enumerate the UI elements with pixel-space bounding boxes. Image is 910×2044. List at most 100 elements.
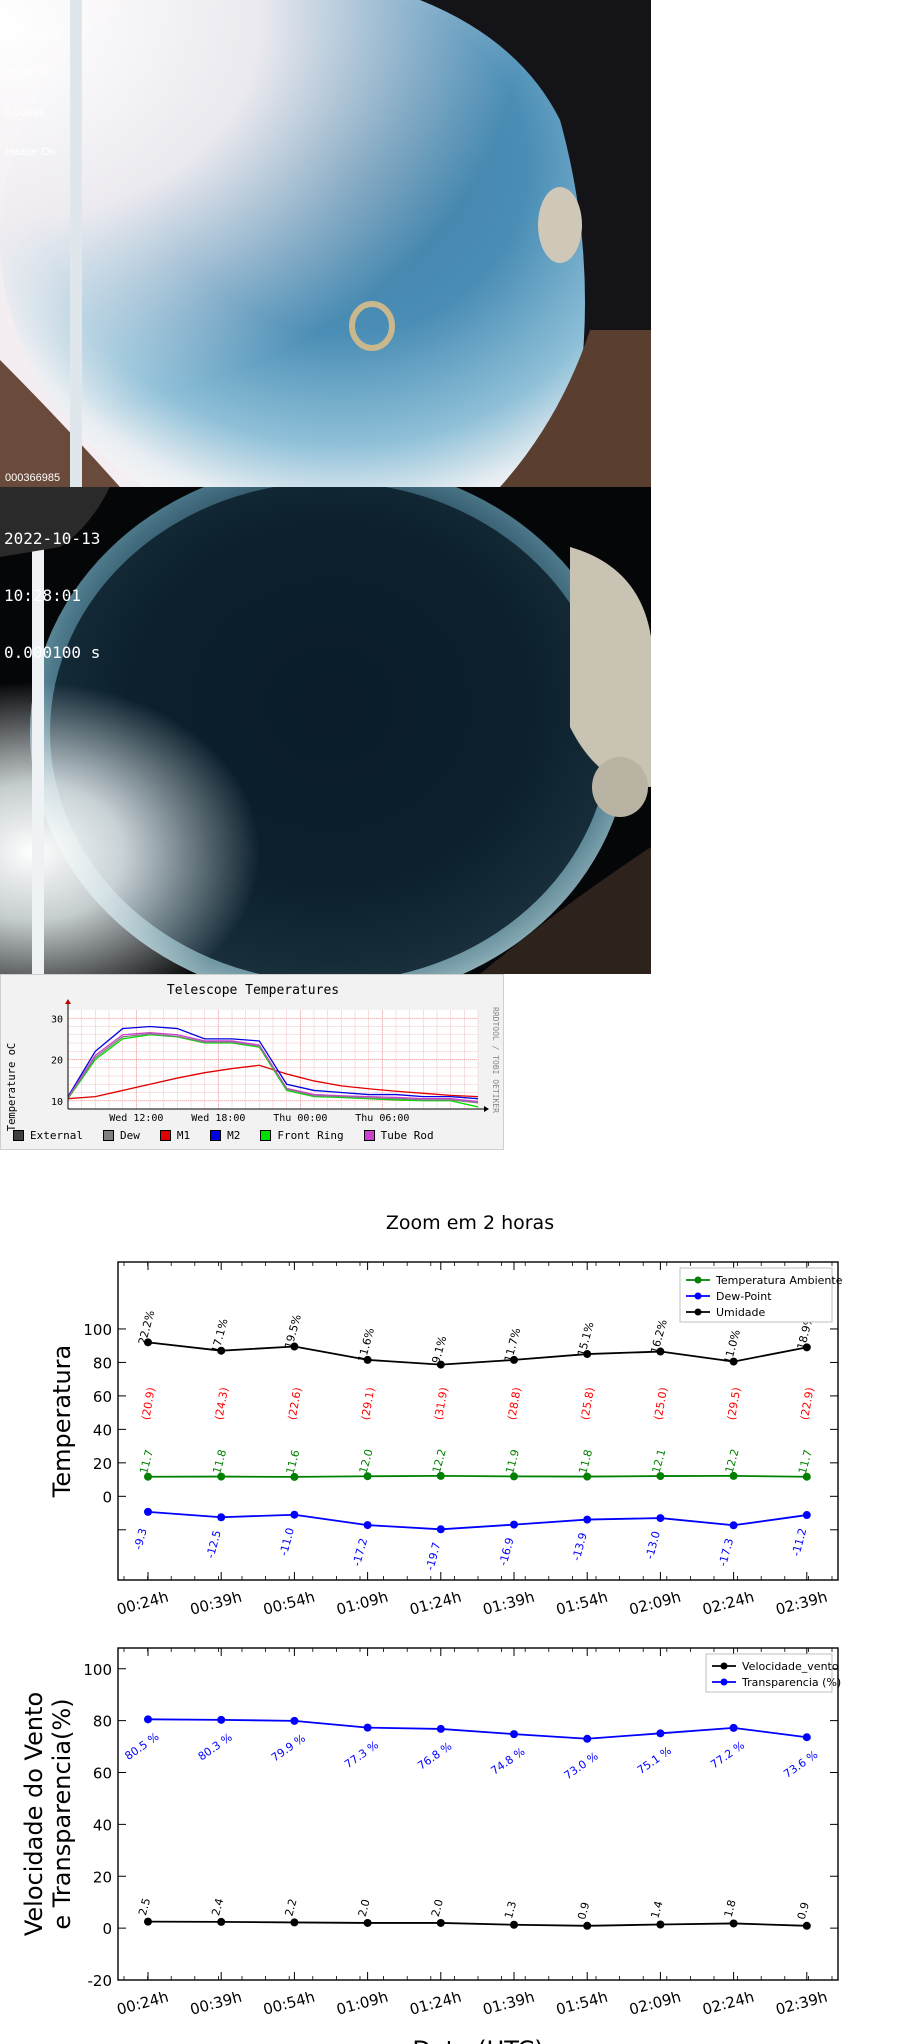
data-point (656, 1514, 665, 1523)
data-point (656, 1347, 665, 1356)
data-label-extra: (20.9) (139, 1386, 158, 1421)
data-label-extra: (22.9) (798, 1386, 817, 1421)
data-point (729, 1521, 738, 1530)
data-point (363, 1723, 372, 1732)
x-tick-label: Thu 00:00 (273, 1113, 327, 1124)
y-tick-label: 20 (93, 1455, 112, 1473)
data-label-extra: (29.1) (359, 1386, 378, 1421)
data-label: 11.8 (576, 1448, 595, 1475)
legend-label: Tube Rod (380, 1129, 434, 1142)
data-label: 12.0 (357, 1448, 376, 1475)
zoom-chart-title: Zoom em 2 horas (385, 1212, 555, 1234)
data-point (363, 1355, 372, 1364)
rrdtool-credit: RRDTOOL / TOBI OETIKER (491, 1007, 500, 1113)
data-point (217, 1715, 226, 1724)
data-label: 12.2 (430, 1447, 449, 1474)
x-tick-label: 02:09h (627, 1988, 683, 2019)
camera-2-overlay: 2022-10-13 10:28:01 0.000100 s (4, 491, 100, 700)
data-label: 11.9 (503, 1448, 522, 1475)
data-label-extra: (31.9) (432, 1386, 451, 1421)
y-tick-label: 20 (51, 1056, 63, 1067)
y-tick-label: 30 (51, 1014, 63, 1025)
data-point (656, 1920, 665, 1929)
x-tick-label: Thu 06:00 (355, 1113, 409, 1124)
camera-1-exposure: 0.0009s (5, 107, 45, 119)
legend-label: Dew-Point (716, 1290, 772, 1303)
data-label-extra: (25.0) (652, 1386, 671, 1421)
camera-2-date: 2022-10-13 (4, 529, 101, 548)
camera-2-exposure: 0.000100 s (4, 643, 101, 662)
data-label: 11.7 (796, 1448, 815, 1475)
camera-1-id: 000366985 (5, 472, 61, 484)
data-point (436, 1918, 445, 1927)
y-axis-arrow (65, 999, 71, 1004)
legend-swatch (102, 1130, 114, 1141)
x-tick-label: 01:24h (408, 1588, 464, 1619)
legend-label: Dew (119, 1129, 140, 1142)
data-point (290, 1918, 299, 1927)
legend-marker (694, 1308, 702, 1316)
x-tick-label: 00:24h (115, 1588, 171, 1619)
legend-item-tube-rod: Tube Rod (363, 1129, 434, 1142)
wind-transparency-chart: 00:24h 00:39h 00:54h 01:09h 01:24h 01:39h 01:5… (20, 1647, 841, 2044)
y-tick-label: 60 (93, 1388, 112, 1406)
y-tick-label: 80 (93, 1713, 112, 1731)
y-tick-label: 100 (83, 1321, 112, 1339)
data-label: 0.9 (795, 1901, 812, 1921)
data-point (363, 1918, 372, 1927)
plot-area: Wed 12:00 Wed 18:00 Thu 00:00 Thu 06:00 10 20… (51, 999, 489, 1124)
data-point (144, 1507, 152, 1516)
legend-marker (720, 1662, 728, 1670)
y-axis-label: Velocidade do Vento (20, 1692, 48, 1936)
legend-marker (694, 1276, 702, 1284)
legend-swatch (260, 1130, 272, 1141)
y-axis-label: e Transparencia(%) (48, 1698, 76, 1929)
y-tick-label: 0 (102, 1488, 112, 1506)
data-point (510, 1472, 518, 1481)
legend-label: External (30, 1129, 83, 1142)
x-tick-label: 01:39h (481, 1988, 537, 2019)
data-point (802, 1472, 811, 1481)
data-label: 2.0 (429, 1898, 446, 1918)
data-point (290, 1510, 299, 1519)
x-tick-label: 00:39h (188, 1988, 244, 2019)
data-point (729, 1357, 738, 1366)
data-point (729, 1723, 738, 1732)
legend-swatch (159, 1130, 171, 1141)
data-point (290, 1716, 299, 1725)
data-point (144, 1472, 152, 1481)
data-point (802, 1733, 811, 1742)
y-tick-label: 0 (102, 1920, 112, 1938)
legend-marker (720, 1678, 728, 1686)
legend-label: Transparencia (%) (741, 1676, 841, 1689)
legend-label: M1 (176, 1129, 191, 1142)
legend-swatch (13, 1130, 24, 1141)
camera-1-heater: Heater On (5, 146, 56, 158)
data-point (363, 1521, 372, 1530)
plot-frame (117, 1647, 839, 1981)
x-tick-label: Wed 12:00 (109, 1113, 163, 1124)
data-point (583, 1921, 592, 1930)
legend: External Dew M1 M2 Front Ring Tube Rod (13, 1129, 454, 1142)
legend-box (679, 1267, 833, 1323)
legend-item-m1: M1 (159, 1129, 191, 1142)
chart-title: Telescope Temperatures (167, 983, 339, 998)
series-line (147, 1718, 807, 1740)
data-point (144, 1338, 152, 1347)
data-label: 12.1 (650, 1448, 669, 1475)
x-tick-label: 02:24h (701, 1988, 757, 2019)
data-label: 2.0 (356, 1898, 373, 1918)
legend-marker (694, 1292, 702, 1300)
legend-item-m2: M2 (210, 1129, 240, 1142)
x-tick-label: 01:39h (481, 1588, 537, 1619)
data-point (217, 1513, 226, 1522)
data-label: -9.3 (132, 1527, 150, 1551)
data-label: 11.8 (210, 1448, 229, 1475)
data-point (436, 1525, 445, 1534)
legend-label: Temperatura Ambiente (715, 1274, 843, 1287)
temperature-zoom-chart: 00:24h 00:39h 00:54h 01:09h 01:24h 01:39h 01:5… (48, 1261, 843, 1619)
data-point (510, 1730, 518, 1739)
data-point (217, 1346, 226, 1355)
y-tick-label: 20 (93, 1868, 112, 1886)
x-axis-label: Data (UTC) (412, 2036, 543, 2044)
